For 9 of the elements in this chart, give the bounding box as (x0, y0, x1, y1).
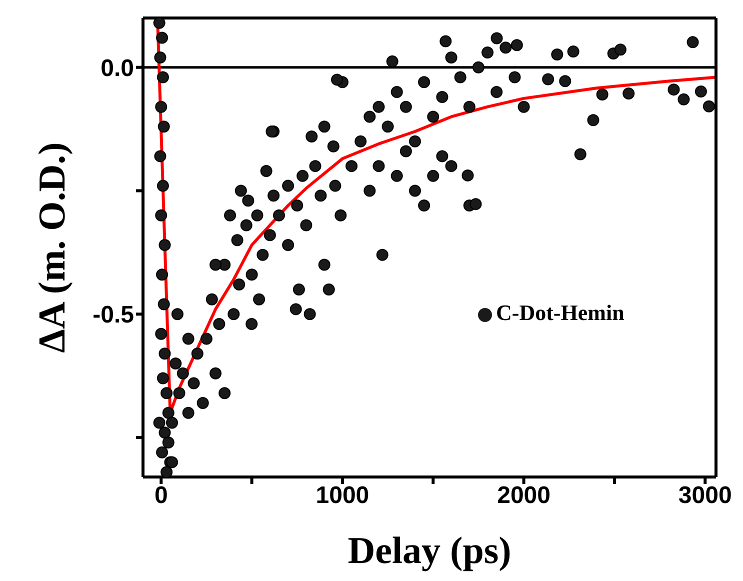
y-tick-label: -0.5 (92, 302, 134, 329)
x-tick-label: 2000 (497, 482, 550, 510)
x-tick-label: 1000 (316, 482, 370, 510)
y-tick-label: 0.0 (100, 54, 134, 82)
x-tick-label: 0 (154, 482, 168, 510)
legend-label: C-Dot-Hemin (496, 300, 624, 325)
y-axis-title: ΔA (m. O.D.) (31, 142, 74, 353)
x-tick-label: 3000 (678, 482, 732, 510)
x-axis-title: Delay (ps) (348, 530, 512, 572)
